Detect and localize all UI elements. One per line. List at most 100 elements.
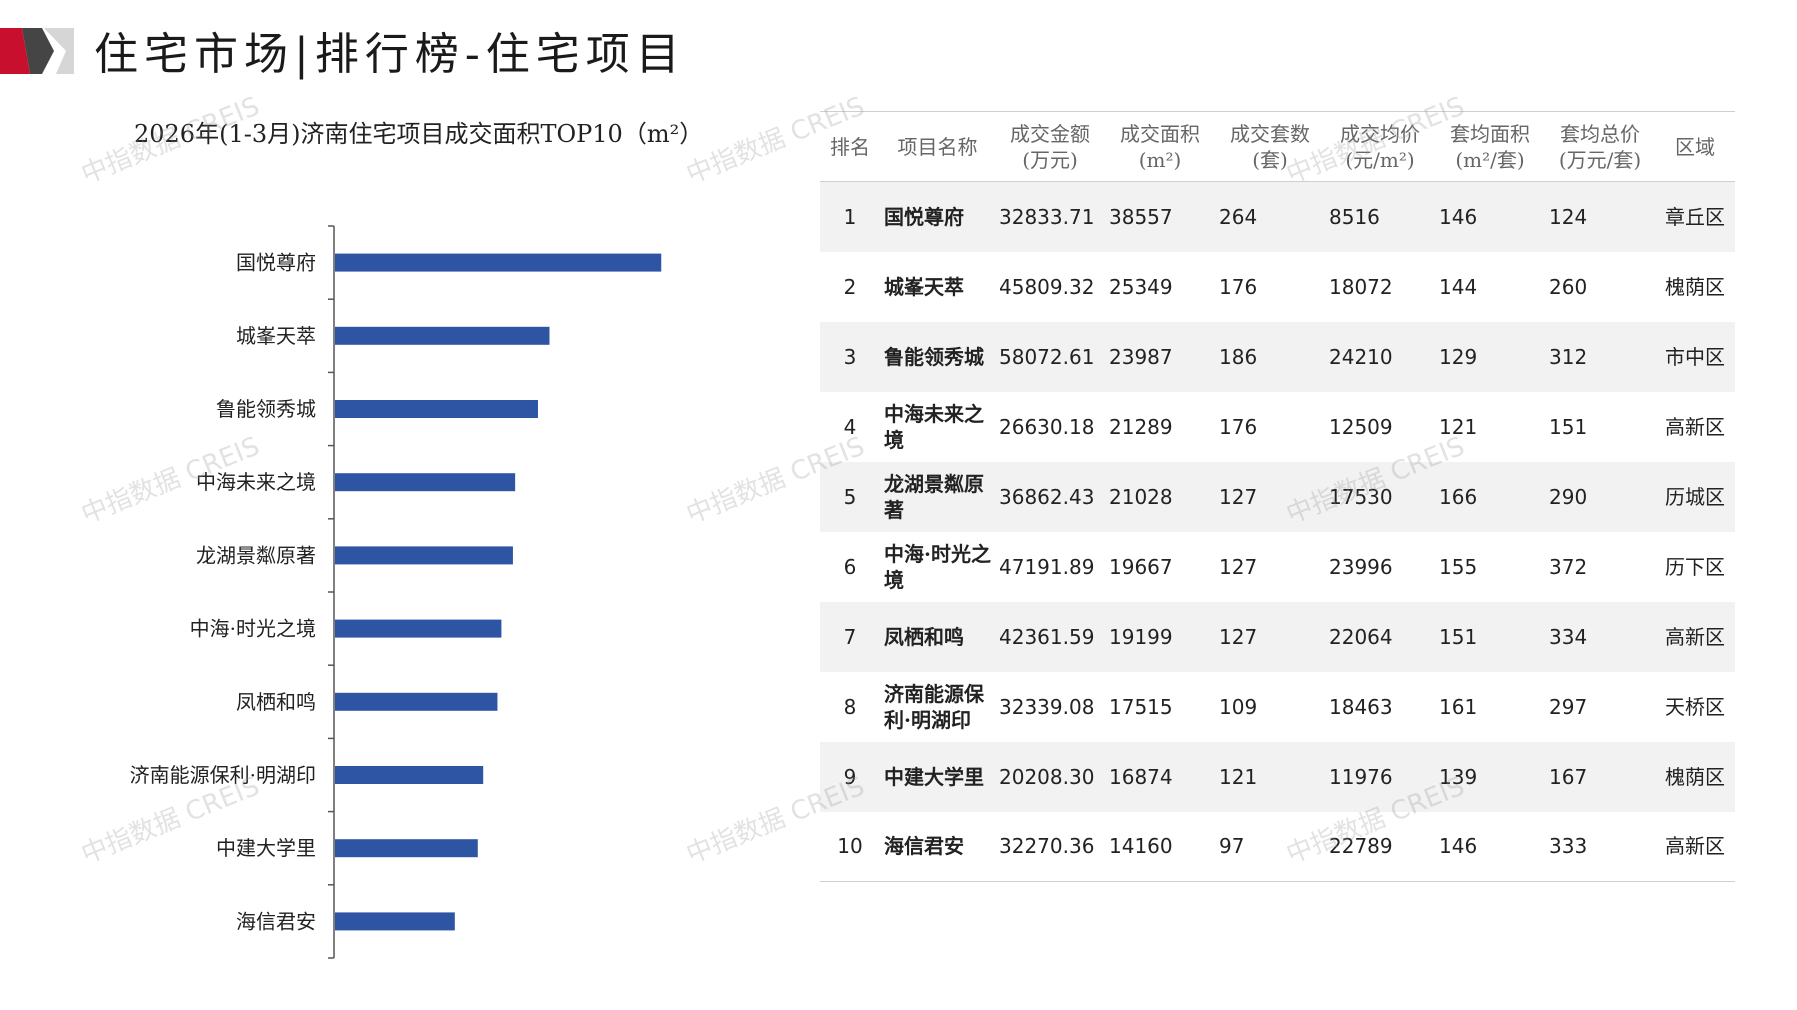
table-cell: 144 bbox=[1439, 274, 1478, 299]
table-cell: 2 bbox=[843, 274, 857, 299]
table-cell: 17515 bbox=[1109, 694, 1173, 719]
table-cell: 161 bbox=[1439, 694, 1478, 719]
table-cell: 32270.36 bbox=[999, 834, 1095, 859]
y-tick-label: 龙湖景粼原著 bbox=[196, 543, 316, 567]
column-header: 项目名称 bbox=[897, 134, 978, 159]
table-cell: 25349 bbox=[1109, 274, 1173, 299]
table-row: 7 凤栖和鸣 42361.59 19199 127 22064 151 334 高新区 bbox=[820, 601, 1735, 672]
page-title: 住宅市场|排行榜-住宅项目 bbox=[94, 29, 686, 80]
table-cell: 槐荫区 bbox=[1665, 274, 1725, 299]
table-cell: 176 bbox=[1219, 274, 1258, 299]
table-cell: 176 bbox=[1219, 414, 1258, 439]
column-header: 成交均价 (元/m²) bbox=[1340, 121, 1420, 172]
table-cell: 166 bbox=[1439, 484, 1478, 509]
table-cell: 121 bbox=[1439, 414, 1478, 439]
column-header: 成交套数 (套) bbox=[1230, 121, 1310, 172]
table-cell: 22064 bbox=[1329, 624, 1393, 649]
table-cell: 155 bbox=[1439, 554, 1478, 579]
table-cell: 23987 bbox=[1109, 344, 1173, 369]
table-cell: 32339.08 bbox=[999, 694, 1095, 719]
table-cell: 146 bbox=[1439, 834, 1478, 859]
table-cell: 9 bbox=[843, 764, 857, 789]
table-cell: 58072.61 bbox=[999, 344, 1095, 369]
bar bbox=[335, 839, 478, 858]
table-cell: 97 bbox=[1219, 834, 1245, 859]
table-cell: 中建大学里 bbox=[884, 764, 984, 789]
table-cell: 高新区 bbox=[1665, 834, 1725, 859]
table-cell: 城峯天萃 bbox=[884, 274, 964, 299]
column-header: 套均面积 (m²/套) bbox=[1450, 121, 1530, 172]
table-cell: 市中区 bbox=[1665, 344, 1725, 369]
y-tick-label: 城峯天萃 bbox=[236, 324, 316, 348]
table-cell: 鲁能领秀城 bbox=[884, 344, 984, 369]
chart-title: 2026年(1-3月)济南住宅项目成交面积TOP10（m²） bbox=[134, 120, 704, 148]
column-header: 排名 bbox=[830, 134, 870, 159]
table-cell: 天桥区 bbox=[1665, 694, 1725, 719]
table-cell: 45809.32 bbox=[999, 274, 1095, 299]
table-row: 4 中海未来之境 26630.18 21289 176 12509 121 151 高新区 bbox=[820, 392, 1735, 462]
table-row: 5 龙湖景粼原著 36862.43 21028 127 17530 166 290 历城区 bbox=[820, 461, 1735, 532]
table-header: 排名 项目名称 成交金额 (万元) 成交面积 (m²) 成交套数 (套) 成交均价 (元/m²) 套… bbox=[820, 111, 1735, 182]
column-header: 成交金额 (万元) bbox=[1010, 121, 1090, 172]
bar bbox=[335, 473, 516, 492]
y-tick-label: 中建大学里 bbox=[216, 836, 316, 860]
y-tick-label: 济南能源保利·明湖印 bbox=[130, 763, 316, 787]
table-cell: 167 bbox=[1549, 764, 1588, 789]
bar bbox=[335, 692, 498, 711]
table-cell: 高新区 bbox=[1665, 624, 1725, 649]
bar bbox=[335, 326, 550, 345]
table-row: 2 城峯天萃 45809.32 25349 176 18072 144 260 槐荫区 bbox=[820, 252, 1735, 322]
column-header: 区域 bbox=[1675, 134, 1715, 159]
table-cell: 297 bbox=[1549, 694, 1588, 719]
table-row: 6 中海·时光之境 47191.89 19667 127 23996 155 372 历下区 bbox=[820, 532, 1735, 602]
table-row: 10 海信君安 32270.36 14160 97 22789 146 333 高新区 bbox=[820, 812, 1735, 882]
table-cell: 36862.43 bbox=[999, 484, 1095, 509]
table-cell: 109 bbox=[1219, 694, 1258, 719]
bar bbox=[335, 766, 484, 784]
table-cell: 127 bbox=[1219, 484, 1258, 509]
table-cell: 海信君安 bbox=[884, 834, 964, 859]
table-cell: 历下区 bbox=[1665, 554, 1725, 579]
table-cell: 国悦尊府 bbox=[884, 204, 964, 229]
column-header: 成交面积 (m²) bbox=[1120, 121, 1200, 172]
table-cell: 5 bbox=[843, 484, 857, 509]
bar bbox=[335, 619, 502, 638]
table-cell: 334 bbox=[1549, 624, 1588, 649]
table-cell: 146 bbox=[1439, 204, 1478, 229]
table-cell: 260 bbox=[1549, 274, 1588, 299]
table-cell: 26630.18 bbox=[999, 414, 1095, 439]
y-tick-label: 凤栖和鸣 bbox=[236, 690, 316, 714]
table-cell: 21289 bbox=[1109, 414, 1173, 439]
logo-gray-shape bbox=[44, 28, 74, 74]
table-cell: 42361.59 bbox=[999, 624, 1095, 649]
y-tick-label: 海信君安 bbox=[236, 909, 316, 933]
table-cell: 127 bbox=[1219, 554, 1258, 579]
table-cell: 372 bbox=[1549, 554, 1588, 579]
table-cell: 8 bbox=[843, 694, 857, 719]
logo-dark-shape bbox=[22, 28, 54, 74]
table-cell: 6 bbox=[843, 554, 857, 579]
table-cell: 17530 bbox=[1329, 484, 1393, 509]
bar bbox=[335, 253, 662, 272]
table-cell: 38557 bbox=[1109, 204, 1173, 229]
bar-chart: 国悦尊府城峯天萃鲁能领秀城中海未来之境龙湖景粼原著中海·时光之境凤栖和鸣济南能源… bbox=[130, 225, 662, 959]
table-cell: 22789 bbox=[1329, 834, 1393, 859]
table-row: 9 中建大学里 20208.30 16874 121 11976 139 167 槐荫区 bbox=[820, 741, 1735, 812]
bar bbox=[335, 546, 513, 565]
table-cell: 4 bbox=[843, 414, 857, 439]
table-cell: 高新区 bbox=[1665, 414, 1725, 439]
table-row: 1 国悦尊府 32833.71 38557 264 8516 146 124 章丘区 bbox=[820, 181, 1735, 252]
table-cell: 龙湖景粼原著 bbox=[884, 471, 984, 522]
column-header: 套均总价 (万元/套) bbox=[1558, 121, 1642, 172]
table-row: 3 鲁能领秀城 58072.61 23987 186 24210 129 312 市中区 bbox=[820, 321, 1735, 392]
table-cell: 12509 bbox=[1329, 414, 1393, 439]
table-cell: 18463 bbox=[1329, 694, 1393, 719]
table-cell: 24210 bbox=[1329, 344, 1393, 369]
table-cell: 凤栖和鸣 bbox=[884, 624, 964, 649]
table-cell: 10 bbox=[837, 834, 863, 859]
table-cell: 186 bbox=[1219, 344, 1258, 369]
table-cell: 32833.71 bbox=[999, 204, 1095, 229]
table-cell: 14160 bbox=[1109, 834, 1173, 859]
bar bbox=[335, 912, 455, 931]
y-tick-label: 中海·时光之境 bbox=[190, 617, 316, 641]
